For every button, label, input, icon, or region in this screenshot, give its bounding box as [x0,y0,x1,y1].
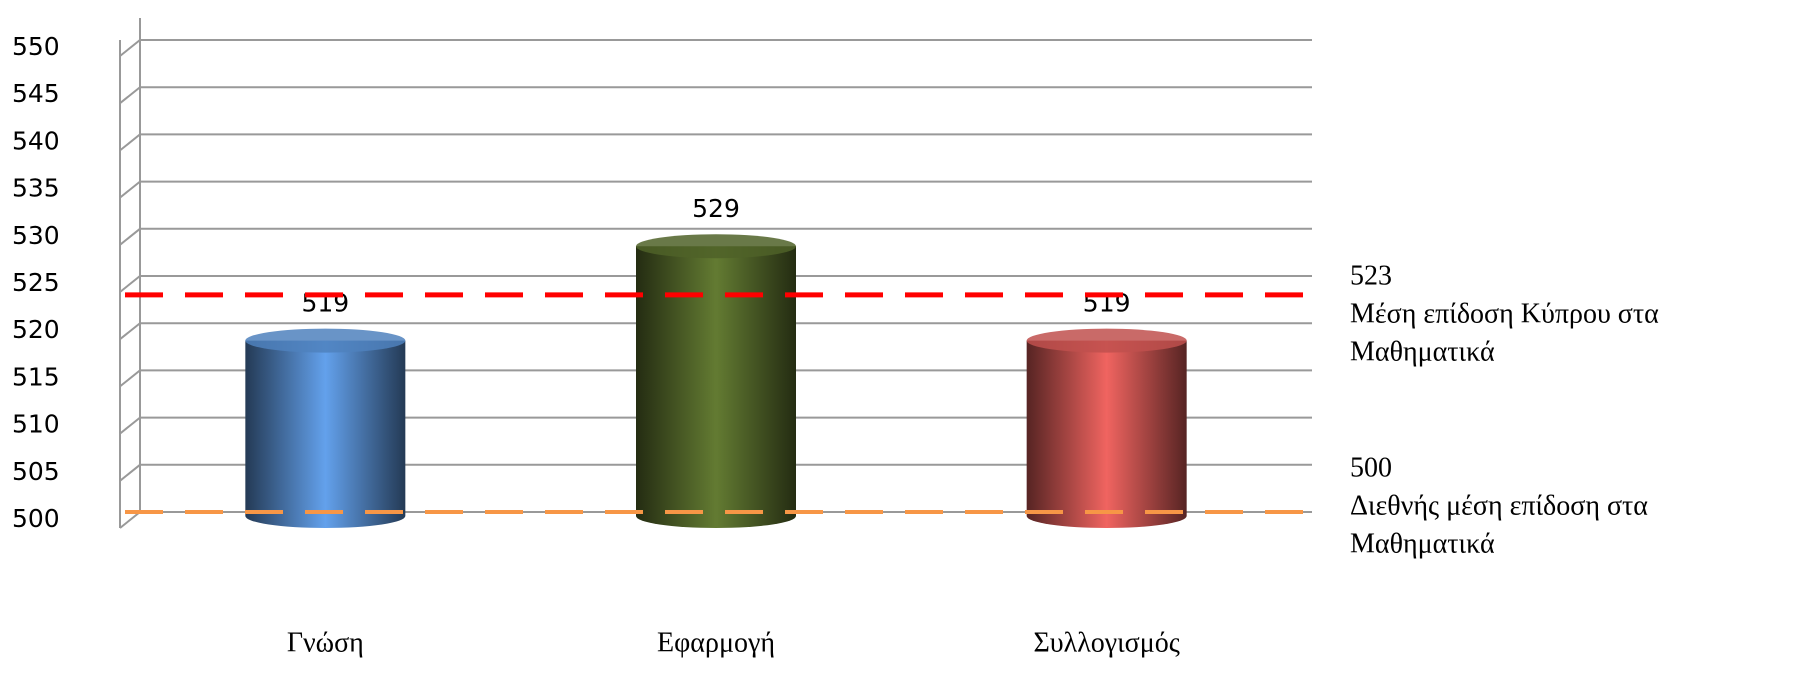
y-tick-label: 520 [12,315,60,344]
grid-line [119,39,1312,57]
y-tick-label: 545 [12,79,60,108]
bar [245,340,406,528]
y-tick-label: 505 [12,457,60,486]
y-tick-label: 515 [12,362,60,391]
bar-top [245,328,406,353]
y-tick-label: 535 [12,174,60,203]
bar [636,246,796,528]
y-tick-label: 525 [12,268,60,297]
bar-top [1026,328,1187,353]
y-tick-label: 540 [12,126,60,155]
reference-value: 523 [1350,260,1392,291]
grid-line [119,322,1312,340]
grid-line [119,227,1312,246]
grid-line [119,133,1312,152]
grid-line [119,369,1312,388]
y-tick-label: 510 [12,410,60,439]
x-tick-label: Εφαρμογή [657,627,775,658]
reference-label: Μαθηματικά [1350,336,1495,367]
y-tick-label: 550 [12,32,60,61]
y-tick-label: 500 [12,504,60,533]
y-tick-label: 530 [12,221,60,250]
grid-line [119,275,1312,293]
reference-label: Μαθηματικά [1350,528,1495,559]
grid-line [119,463,1312,482]
x-tick-label: Συλλογισμός [1033,627,1179,658]
grid-line [119,416,1312,435]
x-tick-label: Γνώση [287,627,364,658]
value-label: 529 [692,194,740,223]
grid-line [119,86,1312,104]
reference-label: Διεθνής μέση επίδοση στα [1350,490,1648,521]
bar-top [636,234,796,259]
bar [1026,340,1187,528]
reference-label: Μέση επίδοση Κύπρου στα [1350,298,1659,329]
reference-value: 500 [1350,452,1392,483]
grid-line [119,180,1312,199]
